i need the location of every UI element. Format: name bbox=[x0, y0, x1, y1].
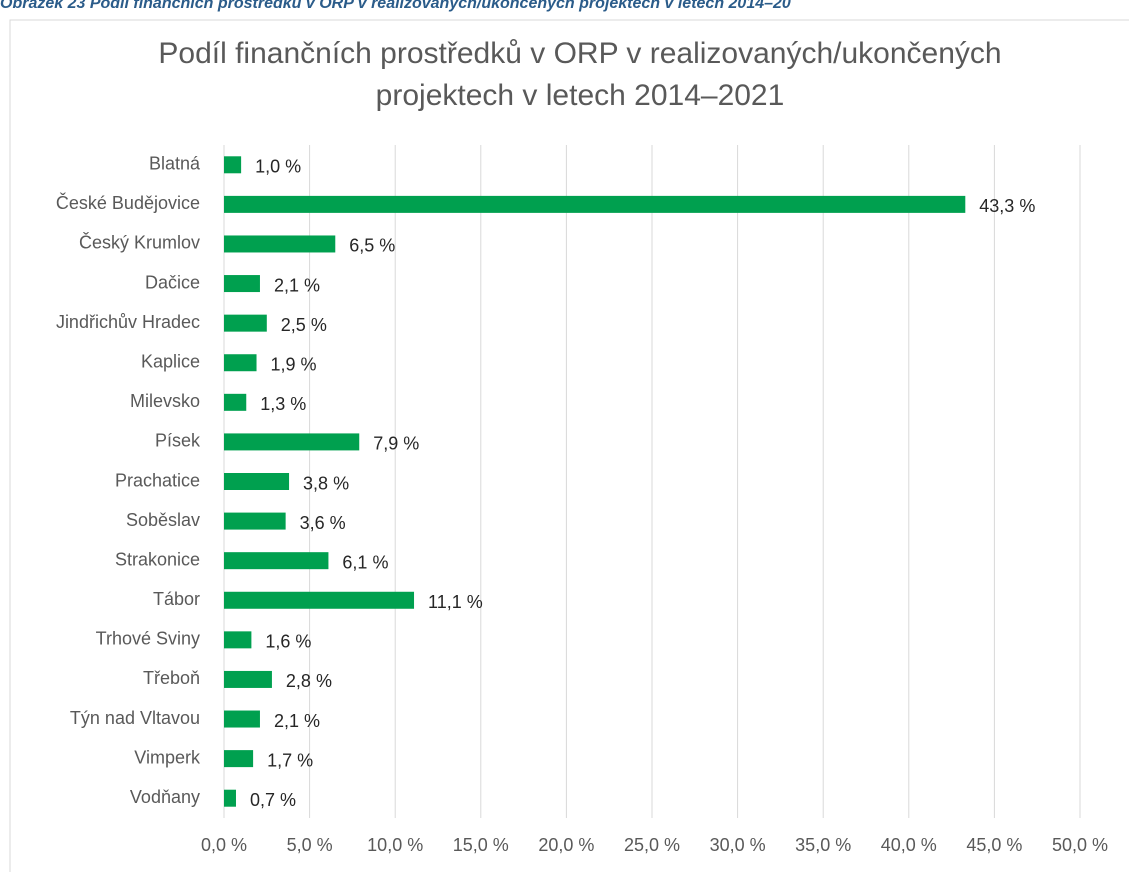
y-tick-label: Písek bbox=[155, 431, 201, 451]
y-tick-label: Prachatice bbox=[115, 470, 200, 490]
x-tick-label: 40,0 % bbox=[881, 835, 937, 855]
y-tick-label: Český Krumlov bbox=[79, 232, 200, 253]
bar bbox=[224, 631, 252, 649]
x-tick-label: 5,0 % bbox=[287, 835, 333, 855]
x-tick-label: 0,0 % bbox=[201, 835, 247, 855]
y-tick-label: Tábor bbox=[153, 589, 200, 609]
y-tick-label: Kaplice bbox=[141, 351, 200, 371]
data-label: 0,7 % bbox=[250, 790, 296, 810]
data-label: 1,6 % bbox=[265, 632, 311, 652]
x-tick-label: 45,0 % bbox=[966, 835, 1022, 855]
y-tick-label: Týn nad Vltavou bbox=[70, 708, 200, 728]
data-label: 43,3 % bbox=[979, 196, 1035, 216]
chart-title: Podíl finančních prostředků v ORP v real… bbox=[158, 37, 1001, 70]
y-tick-label: Jindřichův Hradec bbox=[56, 312, 200, 332]
bar bbox=[224, 393, 247, 411]
data-label: 1,7 % bbox=[267, 750, 313, 770]
data-label: 6,5 % bbox=[349, 236, 395, 256]
data-label: 3,8 % bbox=[303, 473, 349, 493]
data-label: 6,1 % bbox=[342, 552, 388, 572]
data-label: 7,9 % bbox=[373, 434, 419, 454]
figure-caption: Obrázek 23 Podíl finančních prostředků v… bbox=[0, 0, 791, 12]
y-tick-label: Milevsko bbox=[130, 391, 200, 411]
data-label: 2,1 % bbox=[274, 711, 320, 731]
y-tick-label: Trhové Sviny bbox=[96, 629, 200, 649]
bar bbox=[224, 750, 254, 768]
bar bbox=[224, 710, 260, 728]
data-label: 2,8 % bbox=[286, 671, 332, 691]
y-tick-label: Vimperk bbox=[134, 747, 201, 767]
x-tick-label: 30,0 % bbox=[710, 835, 766, 855]
bar bbox=[224, 195, 966, 213]
bar bbox=[224, 314, 267, 332]
bar bbox=[224, 789, 236, 807]
bar bbox=[224, 670, 272, 688]
bar bbox=[224, 354, 257, 372]
data-label: 11,1 % bbox=[428, 592, 483, 612]
data-label: 3,6 % bbox=[300, 513, 346, 533]
bar bbox=[224, 552, 329, 570]
y-tick-label: Vodňany bbox=[130, 787, 200, 807]
y-tick-label: Strakonice bbox=[115, 549, 200, 569]
bar bbox=[224, 433, 360, 451]
bar bbox=[224, 512, 286, 530]
x-tick-label: 50,0 % bbox=[1052, 835, 1108, 855]
y-tick-label: České Budějovice bbox=[56, 192, 200, 213]
y-tick-label: Blatná bbox=[149, 154, 201, 174]
data-label: 2,5 % bbox=[281, 315, 327, 335]
x-tick-label: 15,0 % bbox=[453, 835, 509, 855]
x-tick-label: 10,0 % bbox=[367, 835, 423, 855]
bar bbox=[224, 591, 415, 609]
bar bbox=[224, 235, 336, 253]
data-label: 2,1 % bbox=[274, 275, 320, 295]
chart-title: projektech v letech 2014–2021 bbox=[376, 79, 785, 112]
data-label: 1,3 % bbox=[260, 394, 306, 414]
bar bbox=[224, 275, 260, 293]
x-tick-label: 25,0 % bbox=[624, 835, 680, 855]
y-tick-label: Dačice bbox=[145, 272, 200, 292]
y-tick-label: Soběslav bbox=[126, 510, 200, 530]
bar bbox=[224, 156, 242, 174]
y-tick-label: Třeboň bbox=[143, 668, 200, 688]
data-label: 1,9 % bbox=[271, 354, 317, 374]
data-label: 1,0 % bbox=[255, 157, 301, 177]
x-tick-label: 20,0 % bbox=[538, 835, 594, 855]
bar bbox=[224, 473, 290, 490]
x-tick-label: 35,0 % bbox=[795, 835, 851, 855]
chart-frame bbox=[9, 19, 1129, 872]
